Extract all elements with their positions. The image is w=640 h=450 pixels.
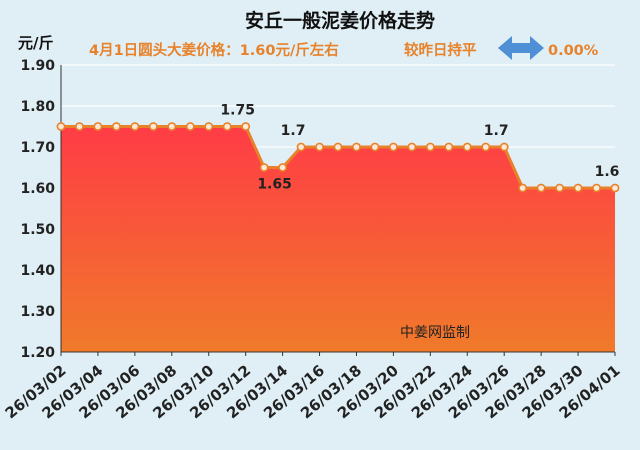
data-point bbox=[93, 122, 103, 131]
data-label: 1.6 bbox=[595, 164, 620, 180]
data-point bbox=[610, 183, 620, 193]
y-tick-label: 1.70 bbox=[20, 140, 55, 156]
data-point bbox=[333, 142, 343, 152]
data-point bbox=[407, 142, 417, 152]
y-tick-labels: 1.20 1.30 1.40 1.50 1.60 1.70 1.80 1.90 bbox=[20, 58, 55, 361]
y-tick-label: 1.60 bbox=[20, 181, 55, 197]
data-point bbox=[148, 122, 158, 131]
data-point bbox=[462, 142, 472, 152]
double-arrow-icon bbox=[498, 36, 544, 60]
y-axis-label: 元/斤 bbox=[18, 34, 53, 52]
data-point bbox=[56, 122, 66, 131]
y-tick-label: 1.20 bbox=[20, 345, 55, 361]
area-fill bbox=[61, 126, 615, 352]
data-point bbox=[518, 183, 528, 193]
data-point bbox=[573, 183, 583, 193]
data-point bbox=[536, 183, 546, 193]
data-label: 1.65 bbox=[257, 177, 292, 193]
area-fill-shape bbox=[61, 126, 615, 352]
data-point bbox=[185, 122, 195, 131]
data-point bbox=[370, 142, 380, 152]
change-percent: 0.00% bbox=[548, 43, 599, 59]
data-label: 1.7 bbox=[484, 123, 509, 139]
data-point bbox=[167, 122, 177, 131]
chart-subtitle: 4月1日圆头大姜价格：1.60元/斤左右 bbox=[89, 41, 339, 59]
data-point bbox=[444, 142, 454, 152]
y-tick-label: 1.90 bbox=[20, 58, 55, 74]
data-point bbox=[75, 122, 84, 131]
data-point bbox=[204, 122, 214, 131]
data-point bbox=[352, 142, 361, 152]
chart-title: 安丘一般泥姜价格走势 bbox=[245, 9, 435, 32]
watermark: 中姜网监制 bbox=[400, 325, 470, 341]
data-point bbox=[259, 163, 269, 172]
y-tick-label: 1.50 bbox=[20, 222, 55, 238]
y-tick-label: 1.30 bbox=[20, 304, 55, 320]
y-tick-label: 1.80 bbox=[20, 99, 55, 115]
data-point bbox=[499, 142, 509, 152]
data-point bbox=[241, 122, 251, 131]
data-point bbox=[130, 122, 140, 131]
data-point bbox=[481, 142, 491, 152]
data-label: 1.75 bbox=[220, 103, 255, 119]
data-point bbox=[222, 122, 232, 131]
data-label: 1.7 bbox=[281, 123, 306, 139]
data-labels: 1.75 1.65 1.7 1.7 1.6 bbox=[220, 103, 619, 193]
data-point bbox=[592, 183, 601, 193]
data-point bbox=[278, 163, 287, 172]
chart-compare-label: 较昨日持平 bbox=[404, 41, 477, 59]
axes bbox=[60, 65, 615, 353]
data-points bbox=[56, 122, 620, 193]
data-point bbox=[315, 142, 324, 152]
data-point bbox=[112, 122, 121, 131]
data-point bbox=[555, 183, 564, 193]
data-point bbox=[296, 142, 306, 152]
x-tick-labels: 26/03/0226/03/0426/03/0626/03/0826/03/10… bbox=[2, 352, 624, 422]
data-point bbox=[425, 142, 435, 152]
y-tick-label: 1.40 bbox=[20, 263, 55, 279]
data-point bbox=[388, 142, 398, 152]
